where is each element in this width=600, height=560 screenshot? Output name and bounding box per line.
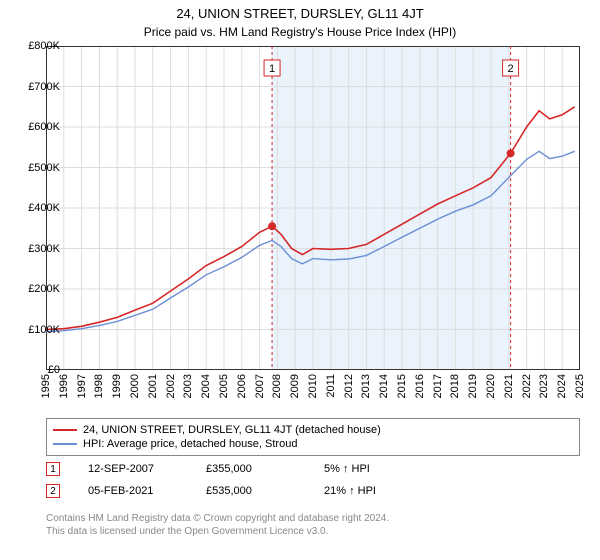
- x-tick-label: 2005: [218, 374, 230, 398]
- legend-row: 24, UNION STREET, DURSLEY, GL11 4JT (det…: [53, 423, 573, 437]
- footer-attribution: Contains HM Land Registry data © Crown c…: [46, 512, 580, 538]
- x-tick-label: 2014: [378, 374, 390, 398]
- y-tick-label: £100K: [28, 324, 60, 336]
- x-tick-label: 2011: [325, 374, 337, 398]
- x-tick-label: 2020: [485, 374, 497, 398]
- x-tick-label: 2015: [396, 374, 408, 398]
- chart: 12: [46, 46, 580, 370]
- y-tick-label: £400K: [28, 202, 60, 214]
- sale-badge: 1: [46, 462, 60, 476]
- footer-line-1: Contains HM Land Registry data © Crown c…: [46, 512, 580, 525]
- x-tick-label: 2018: [449, 374, 461, 398]
- x-tick-label: 2019: [467, 374, 479, 398]
- x-tick-label: 2017: [432, 374, 444, 398]
- x-tick-label: 2002: [165, 374, 177, 398]
- y-tick-label: £200K: [28, 283, 60, 295]
- x-tick-label: 1995: [40, 374, 52, 398]
- y-tick-label: £500K: [28, 162, 60, 174]
- x-tick-label: 2009: [289, 374, 301, 398]
- sale-date: 12-SEP-2007: [88, 463, 178, 475]
- x-tick-label: 2000: [129, 374, 141, 398]
- page-subtitle: Price paid vs. HM Land Registry's House …: [0, 21, 600, 43]
- x-tick-label: 1996: [58, 374, 70, 398]
- legend-swatch: [53, 429, 77, 431]
- x-tick-label: 2021: [503, 374, 515, 398]
- x-tick-label: 1999: [111, 374, 123, 398]
- y-tick-label: £800K: [28, 40, 60, 52]
- x-tick-label: 2022: [521, 374, 533, 398]
- x-tick-label: 2024: [556, 374, 568, 398]
- x-tick-label: 2003: [182, 374, 194, 398]
- x-tick-label: 2008: [271, 374, 283, 398]
- x-tick-label: 2004: [200, 374, 212, 398]
- x-tick-label: 2023: [538, 374, 550, 398]
- x-tick-label: 2010: [307, 374, 319, 398]
- sale-badge: 2: [46, 484, 60, 498]
- x-tick-label: 2013: [360, 374, 372, 398]
- sale-price: £355,000: [206, 463, 296, 475]
- x-tick-label: 2001: [147, 374, 159, 398]
- x-tick-label: 2025: [574, 374, 586, 398]
- marker-badge-label: 1: [269, 63, 275, 75]
- y-tick-label: £300K: [28, 243, 60, 255]
- legend-label: 24, UNION STREET, DURSLEY, GL11 4JT (det…: [83, 423, 381, 437]
- legend-row: HPI: Average price, detached house, Stro…: [53, 437, 573, 451]
- footer-line-2: This data is licensed under the Open Gov…: [46, 525, 580, 538]
- x-tick-label: 2007: [254, 374, 266, 398]
- legend: 24, UNION STREET, DURSLEY, GL11 4JT (det…: [46, 418, 580, 456]
- sales-table: 1 12-SEP-2007 £355,000 5% ↑ HPI 2 05-FEB-2021…: [46, 458, 580, 502]
- sale-price: £535,000: [206, 485, 296, 497]
- legend-swatch: [53, 443, 77, 445]
- sale-delta: 21% ↑ HPI: [324, 485, 414, 497]
- marker-dot: [268, 222, 276, 230]
- sale-row: 1 12-SEP-2007 £355,000 5% ↑ HPI: [46, 458, 580, 480]
- marker-badge-label: 2: [508, 63, 514, 75]
- x-tick-label: 1997: [76, 374, 88, 398]
- sale-row: 2 05-FEB-2021 £535,000 21% ↑ HPI: [46, 480, 580, 502]
- figure: 24, UNION STREET, DURSLEY, GL11 4JT Pric…: [0, 0, 600, 560]
- y-tick-label: £600K: [28, 121, 60, 133]
- y-tick-label: £700K: [28, 81, 60, 93]
- x-tick-label: 1998: [93, 374, 105, 398]
- legend-label: HPI: Average price, detached house, Stro…: [83, 437, 297, 451]
- x-tick-label: 2012: [343, 374, 355, 398]
- sale-date: 05-FEB-2021: [88, 485, 178, 497]
- marker-dot: [507, 149, 515, 157]
- x-tick-label: 2016: [414, 374, 426, 398]
- sale-delta: 5% ↑ HPI: [324, 463, 414, 475]
- chart-svg: 12: [46, 46, 580, 370]
- page-title: 24, UNION STREET, DURSLEY, GL11 4JT: [0, 0, 600, 21]
- x-tick-label: 2006: [236, 374, 248, 398]
